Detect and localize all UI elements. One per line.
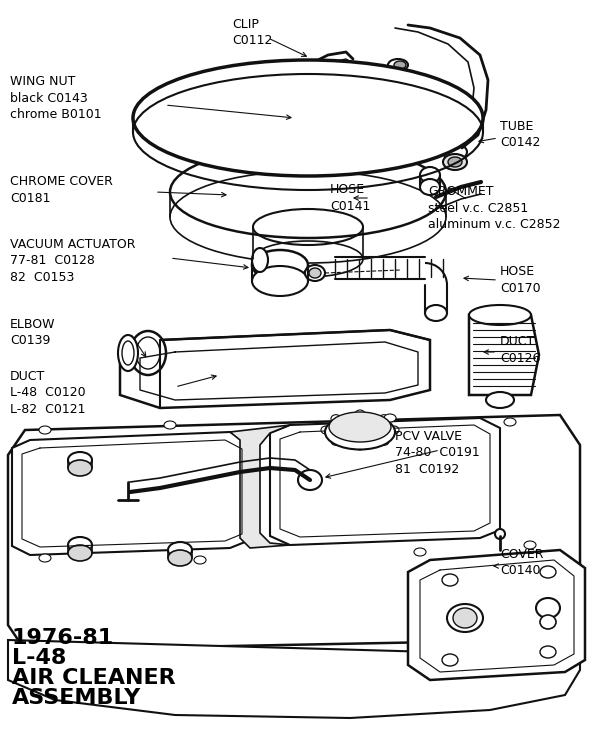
Ellipse shape — [309, 268, 321, 278]
Text: ASSEMBLY: ASSEMBLY — [12, 688, 141, 708]
Ellipse shape — [68, 545, 92, 561]
Ellipse shape — [331, 415, 341, 423]
Ellipse shape — [68, 460, 92, 476]
Ellipse shape — [252, 248, 268, 272]
Ellipse shape — [325, 415, 395, 450]
Ellipse shape — [448, 157, 462, 167]
Polygon shape — [270, 418, 500, 545]
Ellipse shape — [39, 554, 51, 562]
Ellipse shape — [486, 392, 514, 408]
Text: 1976-81: 1976-81 — [12, 628, 114, 648]
Ellipse shape — [118, 335, 138, 371]
Text: CLIP
C0112: CLIP C0112 — [232, 18, 272, 47]
Ellipse shape — [133, 60, 483, 176]
Text: HOSE
C0170: HOSE C0170 — [500, 265, 541, 295]
Ellipse shape — [388, 59, 408, 71]
Ellipse shape — [384, 414, 396, 422]
Polygon shape — [8, 415, 580, 650]
Ellipse shape — [39, 426, 51, 434]
Polygon shape — [408, 550, 585, 680]
Polygon shape — [469, 315, 539, 395]
Ellipse shape — [355, 442, 365, 450]
Polygon shape — [120, 330, 430, 408]
Text: WING NUT
black C0143
chrome B0101: WING NUT black C0143 chrome B0101 — [10, 75, 101, 121]
Ellipse shape — [379, 437, 389, 445]
Text: HOSE
C0141: HOSE C0141 — [330, 183, 370, 212]
Ellipse shape — [453, 608, 477, 628]
Ellipse shape — [300, 105, 316, 111]
Ellipse shape — [536, 598, 560, 618]
Ellipse shape — [298, 470, 322, 490]
Ellipse shape — [194, 556, 206, 564]
Ellipse shape — [524, 541, 536, 549]
Ellipse shape — [447, 604, 483, 632]
Ellipse shape — [68, 452, 92, 468]
Text: AIR CLEANER: AIR CLEANER — [12, 668, 176, 688]
Text: TUBE
C0142: TUBE C0142 — [500, 120, 541, 149]
Text: DUCT
C0126: DUCT C0126 — [500, 335, 541, 364]
Ellipse shape — [420, 179, 440, 195]
Text: GROMMET
steel v.c. C2851
aluminum v.c. C2852: GROMMET steel v.c. C2851 aluminum v.c. C… — [428, 185, 560, 231]
Ellipse shape — [321, 426, 331, 434]
Ellipse shape — [469, 305, 531, 325]
Ellipse shape — [305, 265, 325, 281]
Ellipse shape — [442, 574, 458, 586]
Text: VACUUM ACTUATOR
77-81  C0128
82  C0153: VACUUM ACTUATOR 77-81 C0128 82 C0153 — [10, 238, 136, 284]
Ellipse shape — [442, 654, 458, 666]
Ellipse shape — [331, 437, 341, 445]
Ellipse shape — [420, 167, 440, 183]
Ellipse shape — [68, 537, 92, 553]
Ellipse shape — [168, 542, 192, 558]
Text: CHROME COVER
C0181: CHROME COVER C0181 — [10, 175, 113, 205]
Ellipse shape — [495, 529, 505, 539]
Polygon shape — [230, 425, 290, 548]
Ellipse shape — [168, 550, 192, 566]
Polygon shape — [12, 432, 250, 555]
Ellipse shape — [540, 566, 556, 578]
Ellipse shape — [540, 615, 556, 629]
Ellipse shape — [252, 266, 308, 296]
Ellipse shape — [329, 412, 391, 442]
Ellipse shape — [294, 103, 322, 113]
Text: L-48: L-48 — [12, 648, 67, 668]
Ellipse shape — [252, 250, 308, 280]
Text: DUCT
L-48  C0120
L-82  C0121: DUCT L-48 C0120 L-82 C0121 — [10, 370, 86, 416]
Text: ELBOW
C0139: ELBOW C0139 — [10, 318, 56, 347]
Ellipse shape — [355, 410, 365, 418]
Ellipse shape — [164, 421, 176, 429]
Polygon shape — [8, 640, 580, 718]
Text: PCV VALVE
74-80  C0191
81  C0192: PCV VALVE 74-80 C0191 81 C0192 — [395, 430, 480, 476]
Text: COVER
C0140: COVER C0140 — [500, 548, 544, 577]
Ellipse shape — [379, 415, 389, 423]
Ellipse shape — [540, 646, 556, 658]
Ellipse shape — [130, 331, 166, 375]
Ellipse shape — [414, 548, 426, 556]
Ellipse shape — [389, 426, 399, 434]
Ellipse shape — [394, 61, 406, 69]
Ellipse shape — [443, 154, 467, 170]
Ellipse shape — [504, 418, 516, 426]
